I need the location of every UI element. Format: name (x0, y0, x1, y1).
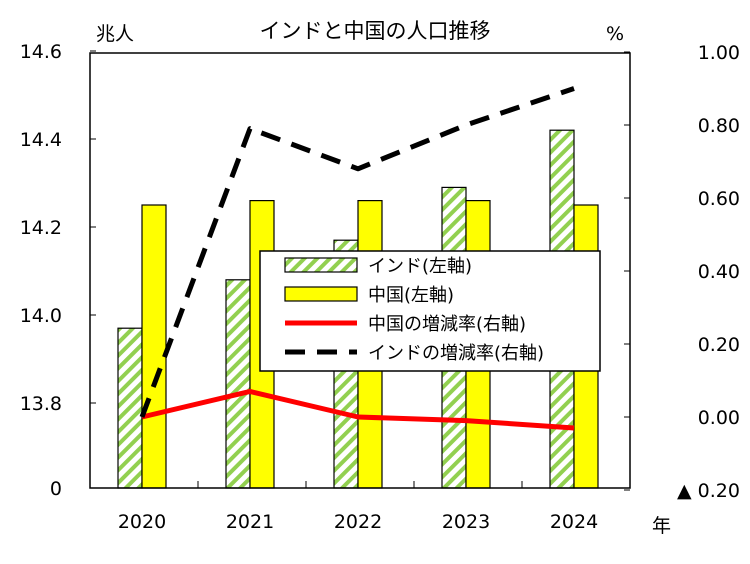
left-tick-label: 14.4 (20, 129, 62, 151)
left-tick-label: 0 (50, 478, 62, 500)
right-tick-label: 0.60 (698, 188, 740, 210)
left-tick-label: 14.6 (20, 41, 62, 63)
bar-china (142, 205, 166, 488)
right-tick-label: ▲ 0.20 (677, 480, 740, 502)
right-tick-label: 0.80 (698, 115, 740, 137)
x-tick-label: 2021 (226, 511, 274, 533)
legend-swatch (285, 287, 357, 301)
right-tick-label: 0.40 (698, 261, 740, 283)
right-tick-label: 0.00 (698, 407, 740, 429)
right-tick-label: 0.20 (698, 334, 740, 356)
bar-india (118, 328, 142, 488)
left-axis-unit: 兆人 (96, 23, 134, 45)
x-tick-label: 2020 (118, 511, 166, 533)
left-tick-label: 14.0 (20, 305, 62, 327)
right-tick-label: 1.00 (698, 42, 740, 64)
legend-label: 中国(左軸) (368, 285, 454, 306)
right-axis-unit: % (606, 23, 624, 45)
bar-india (226, 280, 250, 488)
legend-swatch (285, 258, 357, 272)
chart-title: インドと中国の人口推移 (260, 19, 491, 43)
x-tick-label: 2022 (334, 511, 382, 533)
legend-label: インド(左軸) (368, 256, 472, 277)
legend: インド(左軸) 中国(左軸) 中国の増減率(右軸) インドの増減率(右軸) (260, 251, 600, 371)
x-tick-label: 2024 (550, 511, 598, 533)
legend-label: 中国の増減率(右軸) (368, 314, 526, 335)
x-axis-unit: 年 (652, 515, 671, 537)
legend-label: インドの増減率(右軸) (368, 343, 544, 364)
x-tick-label: 2023 (442, 511, 490, 533)
left-tick-label: 14.2 (20, 217, 62, 239)
left-tick-label: 13.8 (20, 393, 62, 415)
